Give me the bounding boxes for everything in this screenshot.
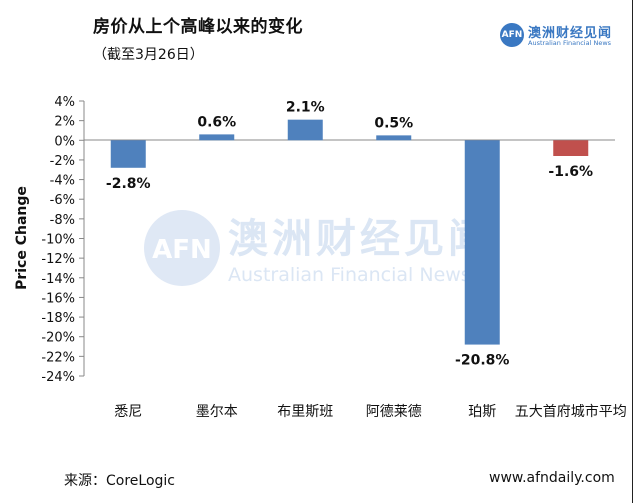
bar-chart: AFN 澳洲财经见闻 Australian Financial News Pri… — [14, 95, 627, 420]
y-tick-label: 2% — [54, 115, 75, 130]
y-tick-label: -10% — [41, 233, 75, 248]
x-category-label: 五大首府城市平均 — [515, 403, 627, 420]
bar — [464, 140, 500, 345]
watermark-name-en: Australian Financial News — [228, 264, 471, 286]
y-tick-label: 0% — [54, 134, 75, 149]
bar — [287, 119, 323, 141]
logo-name-en: Australian Financial News — [528, 39, 612, 47]
y-tick-label: -20% — [41, 331, 75, 346]
x-category-label: 布里斯班 — [277, 404, 333, 420]
x-category-label: 悉尼 — [114, 404, 142, 420]
chart-subtitle: （截至3月26日） — [93, 47, 204, 63]
y-tick-label: -14% — [41, 272, 75, 287]
data-label: 0.5% — [374, 115, 413, 131]
data-label: -2.8% — [106, 176, 151, 192]
data-label: -20.8% — [455, 353, 509, 369]
x-category-label: 墨尔本 — [196, 404, 238, 420]
x-category-label: 阿德莱德 — [366, 404, 422, 420]
data-label: 2.1% — [286, 100, 325, 116]
y-tick-label: -16% — [41, 291, 75, 306]
bar — [199, 134, 235, 141]
y-tick-label: 4% — [54, 95, 75, 110]
chart-title: 房价从上个高峰以来的变化 — [93, 17, 303, 37]
y-tick-label: -2% — [50, 154, 75, 169]
y-tick-label: -24% — [41, 370, 75, 385]
website-url: www.afndaily.com — [489, 470, 615, 486]
bar — [110, 140, 146, 168]
watermark-logo-icon — [144, 210, 220, 286]
watermark-mark: AFN — [152, 235, 212, 265]
brand-logo: AFN 澳洲财经见闻 Australian Financial News — [500, 22, 620, 50]
y-tick-label: -6% — [50, 193, 75, 208]
y-tick-label: -12% — [41, 252, 75, 267]
y-tick-label: -4% — [50, 174, 75, 189]
y-axis-label: Price Change — [14, 186, 30, 290]
watermark: AFN 澳洲财经见闻 Australian Financial News — [144, 210, 492, 286]
x-category-label: 珀斯 — [468, 404, 496, 420]
y-tick-label: -8% — [50, 213, 75, 228]
watermark-name-cn: 澳洲财经见闻 — [228, 216, 492, 262]
afn-logo-icon: AFN — [500, 23, 524, 47]
bar — [376, 135, 412, 141]
y-tick-label: -22% — [41, 350, 75, 365]
y-tick-label: -18% — [41, 311, 75, 326]
bar — [553, 140, 589, 156]
data-label: -1.6% — [548, 164, 593, 180]
source-note: 来源：CoreLogic — [64, 473, 175, 489]
data-label: 0.6% — [197, 114, 236, 130]
logo-name-cn: 澳洲财经见闻 — [528, 26, 613, 41]
